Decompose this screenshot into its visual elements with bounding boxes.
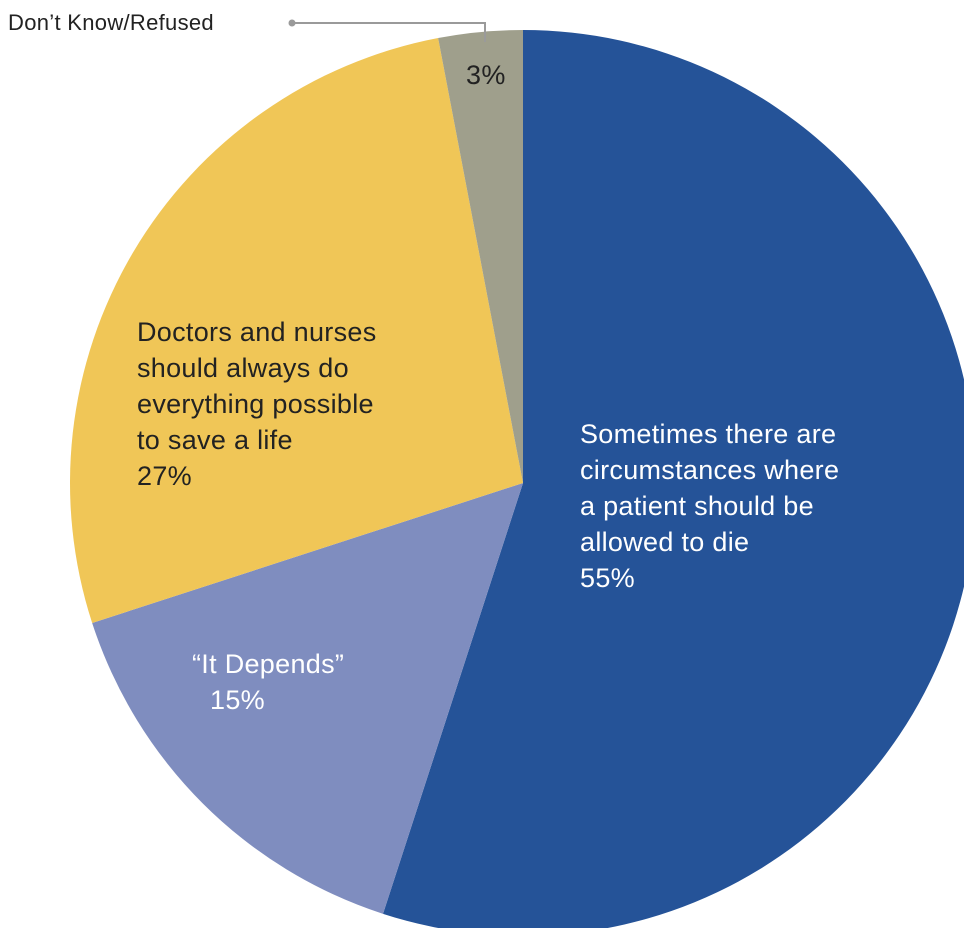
pie-slice-1 — [92, 483, 524, 914]
callout-leader-line — [292, 22, 486, 42]
slice-label-1: “It Depends” 15% — [192, 649, 344, 715]
slice-label-line: “It Depends” — [192, 649, 344, 679]
pie-slice-0 — [383, 30, 964, 928]
slice-label-line: Doctors and nurses — [137, 317, 377, 347]
slice-label-line: everything possible — [137, 389, 374, 419]
slice-label-line: should always do — [137, 353, 349, 383]
slice-label-0: Sometimes there are circumstances where a … — [580, 419, 839, 593]
slice-percent-label: 3% — [466, 60, 506, 90]
slice-percent-label: 27% — [137, 461, 192, 491]
slice-label-3: 3% — [466, 60, 506, 90]
slice-label-line: Sometimes there are — [580, 419, 836, 449]
pie-slice-2 — [69, 38, 523, 623]
pie-slice-3 — [438, 29, 523, 483]
callout-label: Don’t Know/Refused — [8, 10, 214, 35]
slice-label-line: a patient should be — [580, 491, 814, 521]
slice-label-line: allowed to die — [580, 527, 749, 557]
slice-label-2: Doctors and nurses should always do everyt… — [137, 317, 377, 491]
slice-percent-label: 55% — [580, 563, 635, 593]
slice-percent-label: 15% — [210, 685, 265, 715]
slice-label-line: to save a life — [137, 425, 293, 455]
slice-label-line: circumstances where — [580, 455, 839, 485]
